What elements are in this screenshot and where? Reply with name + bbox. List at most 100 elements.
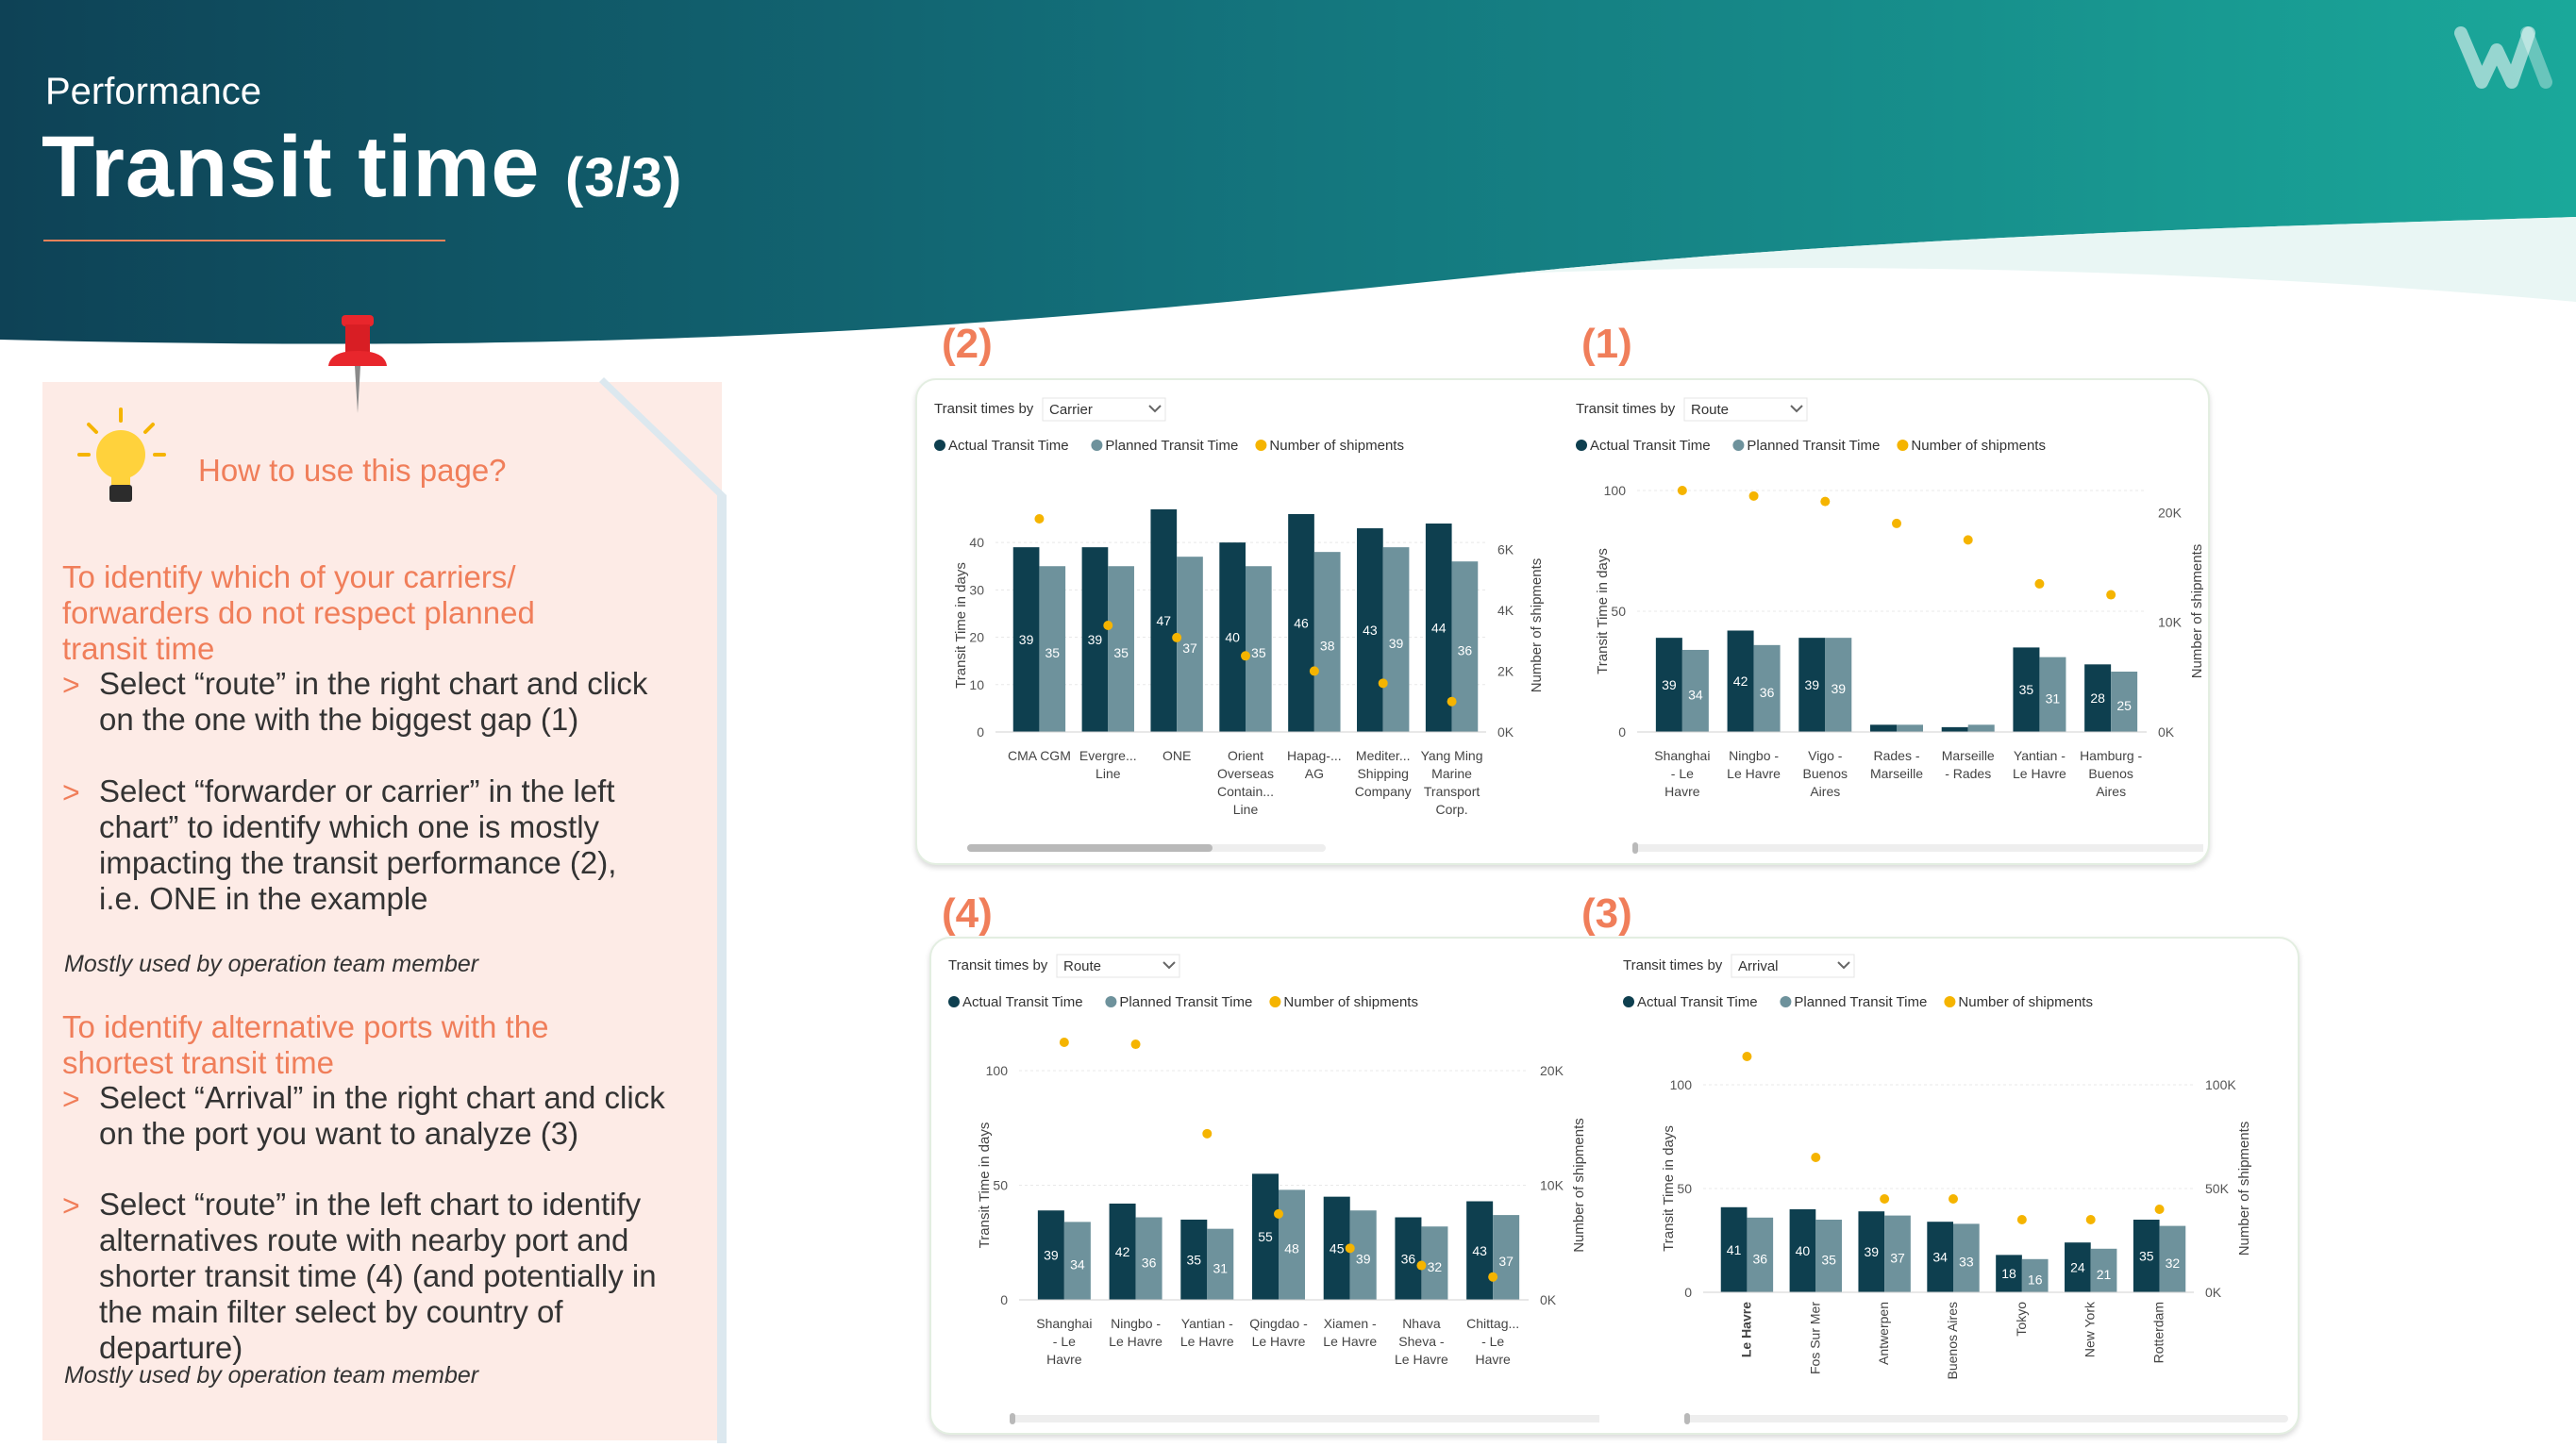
bar-actual[interactable] <box>1941 726 1968 732</box>
bar-actual[interactable] <box>1252 1173 1279 1300</box>
scrollbar-track[interactable] <box>1684 1415 2288 1422</box>
bar-planned[interactable] <box>1753 644 1781 732</box>
point-shipments[interactable] <box>1309 666 1319 676</box>
bar-actual[interactable] <box>1395 1217 1422 1300</box>
page-subtitle: (3/3) <box>564 147 683 208</box>
bar-planned[interactable] <box>1246 566 1272 732</box>
bar-actual[interactable] <box>2065 1242 2091 1292</box>
chart-label-2: (2) <box>942 321 993 367</box>
filter-dropdown[interactable] <box>1683 397 1808 422</box>
bar-actual[interactable] <box>1727 630 1754 732</box>
point-shipments[interactable] <box>2106 590 2116 600</box>
bar-planned[interactable] <box>1207 1228 1234 1300</box>
bar-actual[interactable] <box>1081 547 1109 732</box>
bar-actual[interactable] <box>1927 1222 1953 1292</box>
bar-actual[interactable] <box>1870 724 1897 732</box>
bar-actual[interactable] <box>1109 1203 1136 1300</box>
bar-actual[interactable] <box>1466 1201 1494 1300</box>
point-shipments[interactable] <box>1274 1208 1283 1219</box>
chart-route-bottom[interactable]: Transit times by Route Actual Transit Time… <box>934 943 1599 1424</box>
point-shipments[interactable] <box>1677 486 1687 495</box>
bar-planned[interactable] <box>1681 649 1709 732</box>
point-shipments[interactable] <box>1963 535 1973 545</box>
bar-planned[interactable] <box>1451 561 1479 732</box>
bar-actual[interactable] <box>1655 638 1682 732</box>
bar-actual[interactable] <box>1798 638 1826 732</box>
point-shipments[interactable] <box>1447 696 1457 707</box>
bar-actual[interactable] <box>2133 1220 2160 1292</box>
bar-actual[interactable] <box>1288 513 1314 732</box>
bar-planned[interactable] <box>2039 657 2066 732</box>
point-shipments[interactable] <box>1416 1260 1427 1271</box>
bar-planned[interactable] <box>1421 1226 1448 1300</box>
filter-dropdown[interactable] <box>1042 397 1166 422</box>
bar-actual[interactable] <box>1012 547 1040 732</box>
point-shipments[interactable] <box>1748 491 1759 501</box>
point-shipments[interactable] <box>1202 1128 1213 1139</box>
bar-planned[interactable] <box>1382 547 1410 732</box>
scrollbar-thumb[interactable] <box>1684 1413 1690 1424</box>
bar-planned[interactable] <box>1967 724 1995 732</box>
point-shipments[interactable] <box>1059 1038 1069 1047</box>
point-shipments[interactable] <box>2016 1215 2027 1224</box>
chart-arrival[interactable]: Transit times by Arrival Actual Transit Ti… <box>1609 943 2288 1424</box>
point-shipments[interactable] <box>1378 678 1388 689</box>
scrollbar-thumb[interactable] <box>1632 842 1638 854</box>
bar-planned[interactable] <box>2159 1225 2186 1292</box>
scrollbar-track[interactable] <box>1010 1415 1599 1422</box>
point-shipments[interactable] <box>1892 518 1901 528</box>
bar-planned[interactable] <box>1135 1217 1163 1300</box>
point-shipments[interactable] <box>2034 578 2045 589</box>
point-shipments[interactable] <box>1488 1272 1498 1282</box>
bar-actual[interactable] <box>1789 1209 1816 1292</box>
point-shipments[interactable] <box>2154 1205 2165 1214</box>
point-shipments[interactable] <box>1820 496 1831 507</box>
point-shipments[interactable] <box>1241 651 1250 661</box>
bar-planned[interactable] <box>1747 1217 1774 1292</box>
bar-planned[interactable] <box>1815 1220 1842 1292</box>
point-shipments[interactable] <box>1103 621 1113 630</box>
bar-actual[interactable] <box>1996 1255 2022 1292</box>
bar-planned[interactable] <box>1897 724 1923 732</box>
chart-carrier[interactable]: Transit times by Carrier Actual Transit Ti… <box>920 387 1552 854</box>
point-shipments[interactable] <box>1345 1243 1355 1254</box>
point-shipments[interactable] <box>2085 1215 2096 1224</box>
point-shipments[interactable] <box>1130 1040 1141 1050</box>
bar-planned[interactable] <box>1108 566 1134 732</box>
point-shipments[interactable] <box>1880 1194 1890 1204</box>
point-shipments[interactable] <box>1811 1153 1821 1162</box>
bar-planned[interactable] <box>1493 1215 1520 1300</box>
bar-actual[interactable] <box>1720 1206 1748 1292</box>
bar-actual[interactable] <box>1858 1211 1885 1292</box>
bar-actual[interactable] <box>2013 647 2040 732</box>
point-shipments[interactable] <box>1034 514 1045 524</box>
chart-route-top[interactable]: Transit times by Route Actual Transit Time… <box>1562 387 2203 854</box>
filter-dropdown[interactable] <box>1731 954 1855 978</box>
bar-actual[interactable] <box>1425 524 1452 732</box>
scrollbar-track[interactable] <box>1632 844 2203 852</box>
bar-actual[interactable] <box>1180 1219 1208 1300</box>
point-shipments[interactable] <box>1172 632 1182 642</box>
bar-actual[interactable] <box>1219 542 1246 732</box>
bar-planned[interactable] <box>1884 1215 1911 1292</box>
bar-planned[interactable] <box>2111 672 2138 732</box>
bar-planned[interactable] <box>1063 1222 1091 1300</box>
bar-actual[interactable] <box>1357 528 1383 732</box>
bar-planned[interactable] <box>1039 566 1066 732</box>
bar-planned[interactable] <box>1825 638 1852 732</box>
bar-planned[interactable] <box>1313 552 1341 732</box>
point-shipments[interactable] <box>1742 1052 1752 1061</box>
scrollbar-thumb[interactable] <box>967 844 1213 852</box>
bar-planned[interactable] <box>2090 1248 2117 1292</box>
bar-planned[interactable] <box>1177 557 1203 732</box>
bar-actual[interactable] <box>1037 1210 1064 1300</box>
bar-actual[interactable] <box>2084 664 2112 732</box>
point-shipments[interactable] <box>1949 1194 1958 1204</box>
scrollbar-thumb[interactable] <box>1010 1413 1015 1424</box>
bar-planned[interactable] <box>1349 1210 1377 1300</box>
bar-planned[interactable] <box>1953 1223 1980 1292</box>
bar-actual[interactable] <box>1150 508 1178 732</box>
bar-planned[interactable] <box>2021 1258 2049 1292</box>
bar-planned[interactable] <box>1279 1189 1305 1300</box>
filter-dropdown[interactable] <box>1056 954 1180 978</box>
